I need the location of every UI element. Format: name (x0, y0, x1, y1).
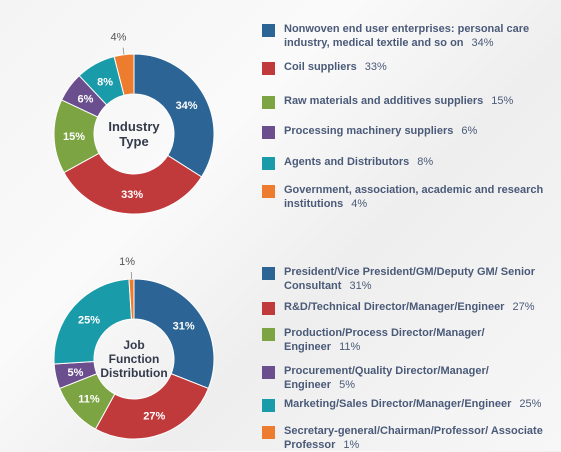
chart-center-title-0-0: Industry (108, 119, 160, 134)
legend-percent: 31% (349, 280, 371, 292)
legend-percent: 8% (417, 156, 433, 168)
legend-label: Production/Process Director/Manager/ Eng… (284, 326, 558, 354)
legend-label: Processing machinery suppliers 6% (284, 124, 558, 138)
legend-label: Procurement/Quality Director/Manager/ En… (284, 364, 558, 392)
slice-label-0-2: 15% (63, 131, 85, 143)
legend-category: Marketing/Sales Director/Manager/Enginee… (284, 398, 511, 410)
legend-percent: 4% (351, 198, 367, 210)
slice-label-1-0: 31% (173, 320, 195, 332)
legend-swatch (262, 24, 275, 37)
legend-category: Government, association, academic and re… (284, 184, 543, 210)
legend-category: Production/Process Director/Manager/ Eng… (284, 327, 485, 353)
legend-swatch (262, 302, 275, 315)
legend-category: Processing machinery suppliers (284, 125, 453, 137)
legend-category: Agents and Distributors (284, 156, 409, 168)
legend-label: Secretary-general/Chairman/Professor/ As… (284, 424, 558, 452)
legend-percent: 5% (339, 379, 355, 391)
legend-category: Secretary-general/Chairman/Professor/ As… (284, 425, 543, 451)
slice-label-1-2: 11% (78, 394, 100, 406)
legend-percent: 34% (472, 37, 494, 49)
slice-label-1-5: 1% (119, 256, 135, 268)
legend-percent: 6% (461, 125, 477, 137)
slice-label-0-4: 8% (97, 76, 113, 88)
legend-percent: 15% (491, 95, 513, 107)
chart-center-title-1-0: Job (123, 338, 144, 352)
chart-center-title-0-1: Type (119, 134, 148, 149)
legend-swatch (262, 157, 275, 170)
legend-percent: 11% (339, 341, 360, 353)
legend-swatch (262, 328, 275, 341)
slice-1-1 (95, 374, 208, 439)
legend-label: R&D/Technical Director/Manager/Engineer 2… (284, 300, 558, 314)
legend-swatch (262, 185, 275, 198)
legend-category: Procurement/Quality Director/Manager/ En… (284, 365, 489, 391)
legend-label: Agents and Distributors 8% (284, 155, 558, 169)
legend-swatch (262, 366, 275, 379)
slice-label-1-1: 27% (143, 410, 165, 422)
legend-category: Raw materials and additives suppliers (284, 95, 483, 107)
legend-swatch (262, 62, 275, 75)
legend-swatch (262, 399, 275, 412)
legend-swatch (262, 96, 275, 109)
legend-label: Nonwoven end user enterprises: personal … (284, 22, 558, 50)
legend-percent: 1% (343, 439, 359, 451)
slice-0-0 (134, 54, 214, 177)
legend-percent: 33% (365, 61, 387, 73)
legend-label: President/Vice President/GM/Deputy GM/ S… (284, 265, 558, 293)
slice-label-0-0: 34% (176, 100, 198, 112)
legend-percent: 27% (512, 301, 534, 313)
legend-percent: 25% (519, 398, 541, 410)
legend-swatch (262, 126, 275, 139)
slice-label-0-3: 6% (78, 94, 94, 106)
legend-category: President/Vice President/GM/Deputy GM/ S… (284, 266, 535, 292)
legend-swatch (262, 426, 275, 439)
leader-line-0-5 (123, 48, 124, 55)
chart-center-title-1-1: Function (109, 352, 160, 366)
legend-category: Coil suppliers (284, 61, 357, 73)
chart-center-title-1-2: Distribution (100, 366, 167, 380)
slice-label-1-3: 5% (67, 367, 83, 379)
slice-label-0-5: 4% (111, 32, 127, 44)
slice-label-1-4: 25% (78, 314, 100, 326)
slice-label-0-1: 33% (121, 189, 143, 201)
legend-label: Raw materials and additives suppliers 15% (284, 94, 558, 108)
legend-swatch (262, 267, 275, 280)
legend-label: Marketing/Sales Director/Manager/Enginee… (284, 397, 558, 411)
legend-category: R&D/Technical Director/Manager/Engineer (284, 301, 504, 313)
legend-label: Coil suppliers 33% (284, 60, 558, 74)
legend-label: Government, association, academic and re… (284, 183, 558, 211)
